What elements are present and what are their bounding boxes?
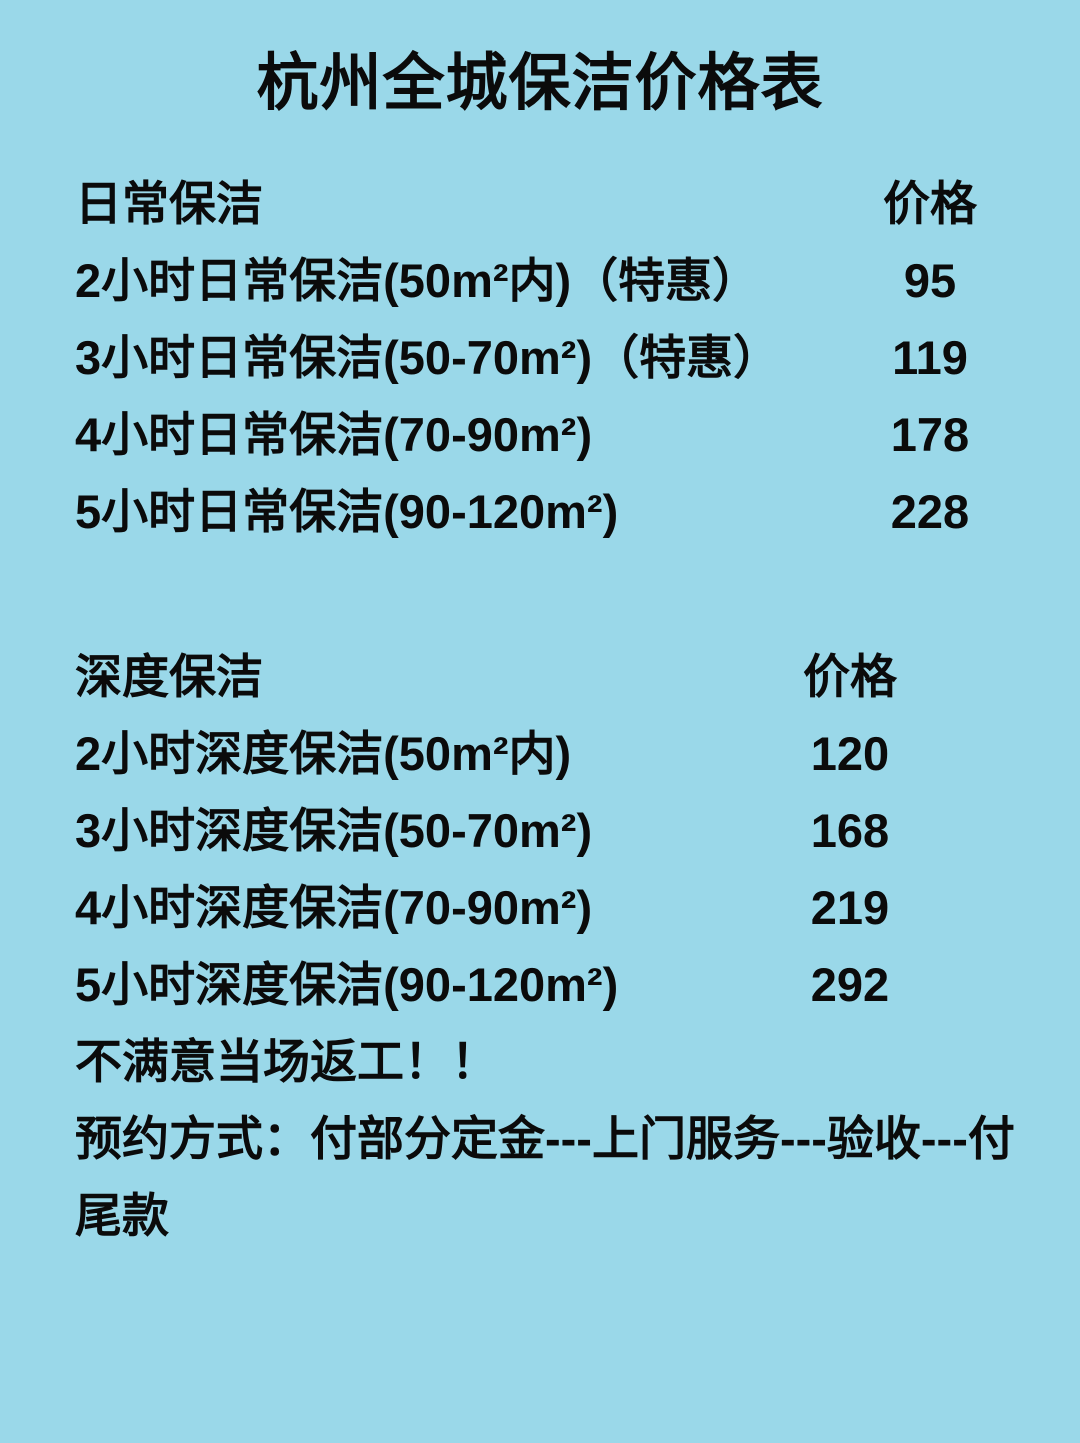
service-price: 95 xyxy=(903,254,957,307)
service-label: 3小时日常保洁(50-70m²)（特惠） xyxy=(75,331,781,384)
price-row: 4小时日常保洁(70-90m²) 178 xyxy=(0,396,1080,473)
poster-title: 杭州全城保洁价格表 xyxy=(256,49,824,118)
price-row: 2小时日常保洁(50m²内)（特惠） 95 xyxy=(0,242,1080,319)
price-column-header: 价格 xyxy=(803,650,897,703)
service-label: 4小时深度保洁(70-90m²) xyxy=(75,881,593,934)
service-label: 4小时日常保洁(70-90m²) xyxy=(75,408,593,461)
note-booking-process-line1: 预约方式：付部分定金---上门服务---验收---付 xyxy=(75,1112,1015,1165)
section-header-row: 日常保洁 价格 xyxy=(0,165,1080,242)
service-price: 292 xyxy=(810,958,890,1011)
section-title-deep: 深度保洁 xyxy=(75,650,263,703)
service-price: 168 xyxy=(810,804,890,857)
service-label: 3小时深度保洁(50-70m²) xyxy=(75,804,593,857)
service-price: 228 xyxy=(890,485,970,538)
service-label: 2小时日常保洁(50m²内)（特惠） xyxy=(75,254,760,307)
price-row: 5小时日常保洁(90-120m²) 228 xyxy=(0,473,1080,550)
price-column-header: 价格 xyxy=(883,177,977,230)
price-row: 3小时日常保洁(50-70m²)（特惠） 119 xyxy=(0,319,1080,396)
service-label: 2小时深度保洁(50m²内) xyxy=(75,727,572,780)
section-daily-cleaning: 日常保洁 价格 2小时日常保洁(50m²内)（特惠） 95 3小时日常保洁(50… xyxy=(0,165,1080,550)
section-title-daily: 日常保洁 xyxy=(75,177,263,230)
section-deep-cleaning: 深度保洁 价格 2小时深度保洁(50m²内) 120 3小时深度保洁(50-70… xyxy=(0,638,1080,1023)
service-price: 119 xyxy=(892,331,968,384)
price-row: 2小时深度保洁(50m²内) 120 xyxy=(0,715,1080,792)
note-booking-process-line2: 尾款 xyxy=(75,1189,169,1242)
service-label: 5小时日常保洁(90-120m²) xyxy=(75,485,619,538)
service-price: 219 xyxy=(810,881,890,934)
service-price: 120 xyxy=(810,727,890,780)
service-price: 178 xyxy=(890,408,970,461)
service-label: 5小时深度保洁(90-120m²) xyxy=(75,958,619,1011)
price-row: 4小时深度保洁(70-90m²) 219 xyxy=(0,869,1080,946)
section-header-row: 深度保洁 价格 xyxy=(0,638,1080,715)
notes-block: 不满意当场返工！！ 预约方式：付部分定金---上门服务---验收---付 尾款 xyxy=(0,1023,1080,1254)
price-row: 5小时深度保洁(90-120m²) 292 xyxy=(0,946,1080,1023)
note-rework-guarantee: 不满意当场返工！！ xyxy=(75,1035,498,1088)
price-row: 3小时深度保洁(50-70m²) 168 xyxy=(0,792,1080,869)
